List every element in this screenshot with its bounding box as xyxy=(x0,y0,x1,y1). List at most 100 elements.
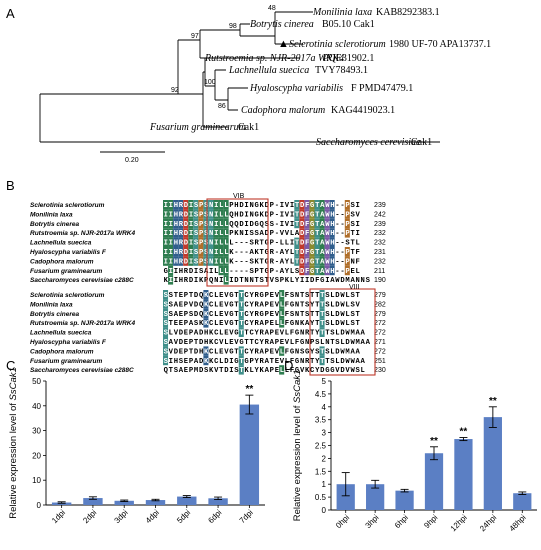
alignment-residue: L xyxy=(224,240,228,248)
alignment-residue: L xyxy=(219,211,223,219)
alignment-residue: L xyxy=(320,339,324,347)
alignment-residue: I xyxy=(214,249,218,257)
alignment-residue: L xyxy=(214,311,218,319)
y-tick-label: 2.5 xyxy=(315,442,327,451)
alignment-residue: L xyxy=(285,358,289,366)
alignment-residue: D xyxy=(340,277,345,285)
alignment-residue: E xyxy=(184,367,189,375)
alignment-residue: W xyxy=(325,211,330,219)
alignment-residue: Y xyxy=(249,348,254,356)
alignment-cell xyxy=(208,200,214,210)
taxon-sclerotinia-species: Sclerotinia sclerotiorum xyxy=(289,39,386,50)
tree-branch xyxy=(39,93,440,143)
alignment-residue: G xyxy=(300,339,304,347)
alignment-residue: P xyxy=(270,230,275,238)
alignment-residue: A xyxy=(265,367,270,375)
alignment-residue: K xyxy=(305,367,310,375)
alignment-residue: L xyxy=(345,301,349,309)
alignment-residue: E xyxy=(219,320,224,328)
alignment-species-label: Monilinia laxa xyxy=(30,211,73,218)
alignment-species-label: Fusarium graminearum xyxy=(30,268,102,275)
tree-branch xyxy=(214,69,228,101)
alignment-residue: C xyxy=(244,301,249,309)
alignment-cell xyxy=(344,228,350,238)
alignment-residue: P xyxy=(189,339,194,347)
alignment-residue: T xyxy=(300,311,305,319)
alignment-residue: I xyxy=(290,211,294,219)
alignment-cell xyxy=(203,299,209,309)
alignment-residue: V xyxy=(224,311,229,319)
taxon-rutstroemia-species: Rutstroemia sp. NJR-2017a WRK4 xyxy=(204,53,344,64)
alignment-residue: L xyxy=(219,330,223,338)
alignment-residue: P xyxy=(199,249,204,257)
alignment-residue: L xyxy=(224,230,228,238)
alignment-residue: - xyxy=(234,249,238,257)
alignment-residue: W xyxy=(325,258,330,266)
y-tick-label: 5 xyxy=(322,377,327,386)
alignment-species-label: Monilinia laxa xyxy=(30,301,73,308)
alignment-residue: C xyxy=(310,367,315,375)
alignment-cell xyxy=(178,237,184,247)
alignment-residue: A xyxy=(361,358,366,366)
alignment-cell xyxy=(319,256,325,266)
alignment-residue: E xyxy=(184,339,189,347)
alignment-cell xyxy=(319,318,325,328)
alignment-residue: C xyxy=(244,292,249,300)
alignment-residue: - xyxy=(340,249,344,257)
alignment-species-label: Hyaloscypha variabilis F xyxy=(30,249,107,256)
alignment-residue: K xyxy=(209,339,214,347)
bootstrap-value: 98 xyxy=(229,23,237,30)
alignment-residue: G xyxy=(265,268,269,276)
alignment-position: 231 xyxy=(374,249,386,256)
alignment-cell xyxy=(178,247,184,257)
alignment-residue: T xyxy=(295,258,300,266)
alignment-residue: G xyxy=(239,339,243,347)
alignment-residue: D xyxy=(199,330,204,338)
taxon-fusarium-acc: Cak1 xyxy=(238,122,259,133)
alignment-residue: G xyxy=(164,268,168,276)
alignment-residue: I xyxy=(214,211,218,219)
alignment-residue: D xyxy=(184,211,189,219)
alignment-residue: V xyxy=(285,230,290,238)
taxon-sclerotinia-acc: 1980 UF-70 APA13737.1 xyxy=(389,39,491,50)
alignment-residue: I xyxy=(356,202,360,210)
bar xyxy=(336,484,355,510)
taxon-botrytis-species: Botrytis cinerea xyxy=(250,19,314,30)
alignment-residue: - xyxy=(340,221,344,229)
alignment-residue: T xyxy=(265,277,270,285)
alignment-residue: - xyxy=(340,240,344,248)
alignment-residue: D xyxy=(265,202,270,210)
alignment-residue: S xyxy=(164,339,169,347)
alignment-residue: N xyxy=(249,202,253,210)
alignment-residue: P xyxy=(265,320,270,328)
alignment-cell xyxy=(173,247,179,257)
alignment-residue: L xyxy=(224,339,228,347)
alignment-position: 239 xyxy=(374,202,386,209)
alignment-cell xyxy=(319,209,325,219)
alignment-cell xyxy=(319,247,325,257)
alignment-residue: S xyxy=(194,240,199,248)
alignment-residue: Y xyxy=(315,367,320,375)
alignment-residue: V xyxy=(219,339,224,347)
taxon-cadophora-acc: KAG4419023.1 xyxy=(331,105,395,116)
alignment-residue: S xyxy=(164,301,169,309)
alignment-position: 211 xyxy=(374,268,385,275)
bar xyxy=(51,502,72,505)
taxon-monilinia-acc: KAB8292383.1 xyxy=(376,7,440,18)
alignment-cell xyxy=(329,256,335,266)
alignment-residue: I xyxy=(214,230,218,238)
alignment-cell xyxy=(329,247,335,257)
alignment-residue: G xyxy=(295,330,299,338)
alignment-residue: C xyxy=(214,339,219,347)
alignment-residue: T xyxy=(295,249,300,257)
alignment-residue: R xyxy=(255,348,260,356)
bar xyxy=(83,498,103,505)
alignment-residue: L xyxy=(335,358,339,366)
alignment-residue: N xyxy=(300,330,304,338)
alignment-residue: N xyxy=(209,258,213,266)
alignment-residue: G xyxy=(310,258,314,266)
alignment-residue: N xyxy=(350,258,354,266)
alignment-residue: K xyxy=(209,330,214,338)
alignment-residue: T xyxy=(234,292,239,300)
alignment-residue: H xyxy=(174,202,178,210)
